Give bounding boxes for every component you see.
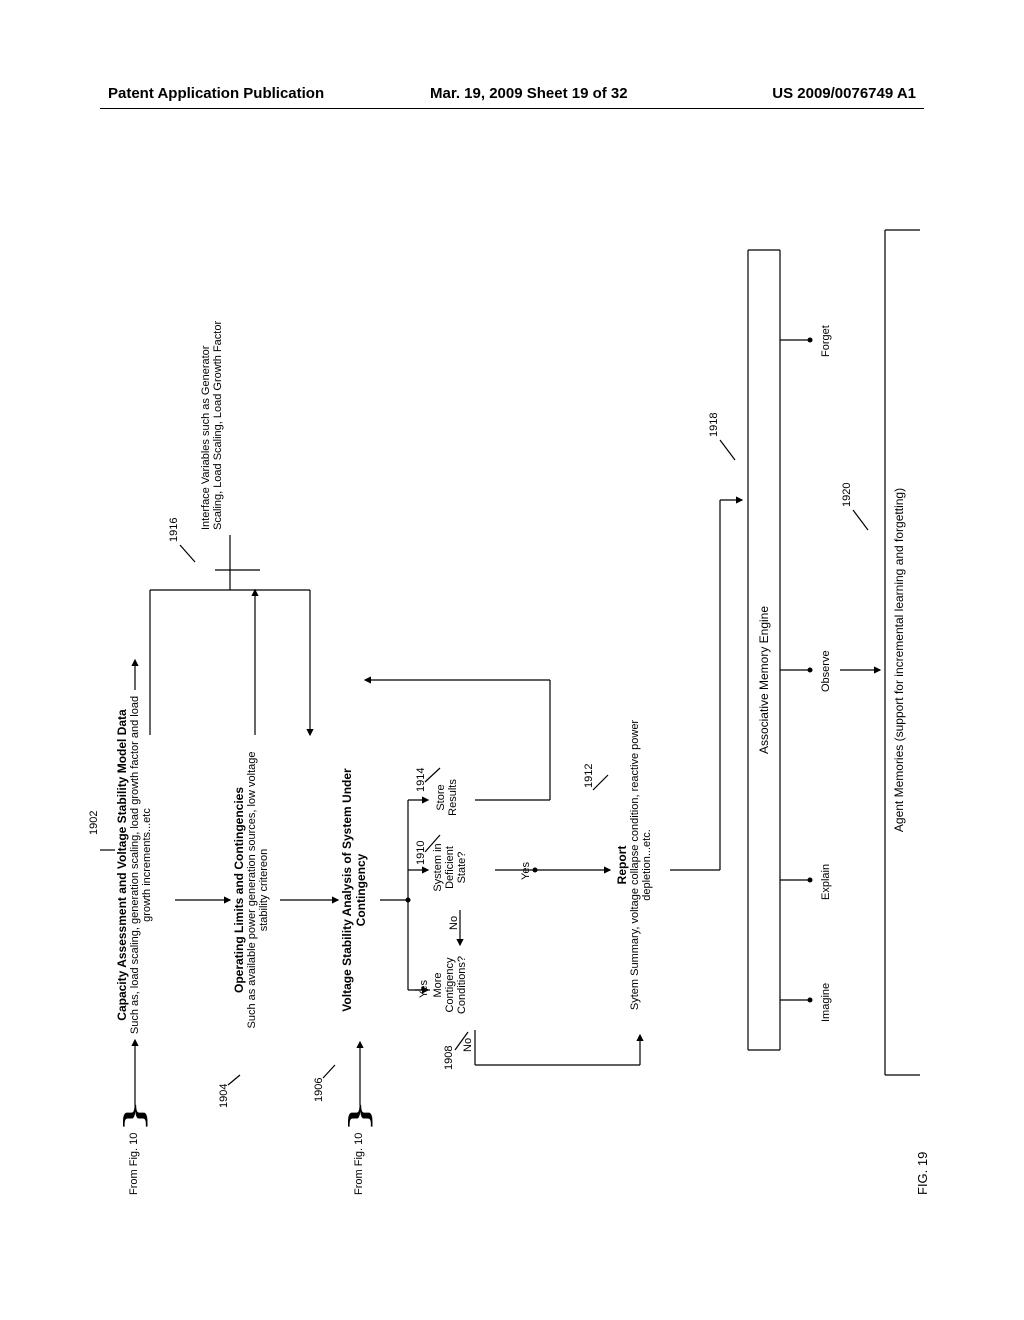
observe-label: Observe xyxy=(820,650,832,692)
ref-1908: 1908 xyxy=(443,1046,455,1070)
ref-1904: 1904 xyxy=(218,1084,230,1108)
no-label-1: No xyxy=(462,1038,474,1052)
from-fig-label-1: From Fig. 10 xyxy=(128,1133,140,1195)
header-right: US 2009/0076749 A1 xyxy=(772,85,916,102)
explain-label: Explain xyxy=(820,864,832,900)
yes-label-1: Yes xyxy=(418,980,430,998)
deficient-q: System in Deficient State? xyxy=(432,830,468,905)
more-contingency-q: More Contigency Conditions? xyxy=(432,945,468,1025)
report-sub: Sytem Summary, voltage collapse conditio… xyxy=(629,700,653,1030)
yes-label-2: Yes xyxy=(520,862,532,880)
ref-1916: 1916 xyxy=(168,518,180,542)
header-center: Mar. 19, 2009 Sheet 19 of 32 xyxy=(430,85,628,102)
ref-1906: 1906 xyxy=(313,1078,325,1102)
store-results: Store Results xyxy=(435,770,459,825)
ref-1920: 1920 xyxy=(841,483,853,507)
capacity-title: Capacity Assessment and Voltage Stabilit… xyxy=(115,695,129,1035)
assoc-engine: Associative Memory Engine xyxy=(757,530,771,830)
forget-label: Forget xyxy=(820,325,832,357)
header-left: Patent Application Publication xyxy=(108,85,324,102)
brace-icon: } xyxy=(343,1103,374,1127)
oplimits-title: Operating Limits and Contingencies xyxy=(232,740,246,1040)
report-block: Report Sytem Summary, voltage collapse c… xyxy=(615,700,653,1030)
ref-1912: 1912 xyxy=(583,764,595,788)
capacity-block: Capacity Assessment and Voltage Stabilit… xyxy=(115,695,153,1035)
flowchart: } From Fig. 10 } From Fig. 10 1902 Capac… xyxy=(80,150,940,1230)
agent-memories: Agent Memories (support for incremental … xyxy=(892,350,906,970)
oplimits-sub: Such as available power generation sourc… xyxy=(246,740,270,1040)
ref-1910: 1910 xyxy=(415,841,427,865)
vsa-title: Voltage Stability Analysis of System Und… xyxy=(340,745,368,1035)
oplimits-block: Operating Limits and Contingencies Such … xyxy=(232,740,270,1040)
vsa-block: Voltage Stability Analysis of System Und… xyxy=(340,745,368,1035)
header-rule xyxy=(100,108,924,109)
ref-1918: 1918 xyxy=(708,413,720,437)
no-label-2: No xyxy=(448,916,460,930)
capacity-sub: Such as, load scaling, generation scalin… xyxy=(129,695,153,1035)
diagram-container: } From Fig. 10 } From Fig. 10 1902 Capac… xyxy=(80,150,940,1230)
imagine-label: Imagine xyxy=(820,983,832,1022)
ref-1902: 1902 xyxy=(88,811,100,835)
figure-label: FIG. 19 xyxy=(915,1152,930,1195)
report-title: Report xyxy=(615,700,629,1030)
interface-vars: Interface Variables such as Generator Sc… xyxy=(200,310,224,530)
brace-icon: } xyxy=(118,1103,149,1127)
from-fig-label-2: From Fig. 10 xyxy=(353,1133,365,1195)
ref-1914: 1914 xyxy=(415,768,427,792)
